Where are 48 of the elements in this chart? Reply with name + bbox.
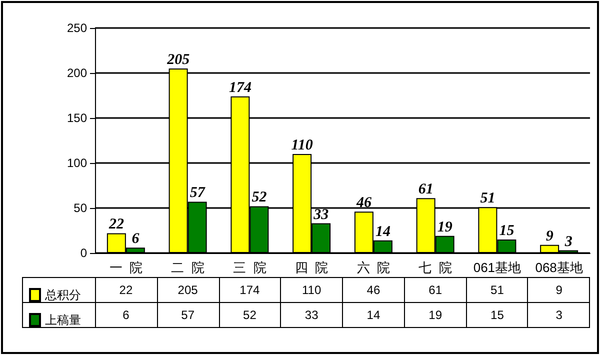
annotation: 61	[418, 182, 434, 198]
annotation: 110	[291, 138, 314, 154]
annotation: 14	[375, 224, 391, 240]
annotation: 15	[499, 223, 515, 239]
annotation: 205	[166, 52, 190, 68]
data-label: 15	[490, 308, 504, 322]
data-label: 9	[556, 283, 563, 297]
y-tick-label: 0	[80, 246, 88, 260]
data-label: 51	[490, 283, 504, 297]
data-label: 22	[119, 283, 133, 297]
annotation: 22	[108, 216, 124, 233]
x-tick-label: 068基地	[535, 260, 583, 275]
x-tick-label: 061基地	[473, 260, 522, 275]
data-label: 57	[181, 308, 195, 322]
x-tick-label: 三 院	[233, 260, 266, 275]
annotation: 52	[252, 190, 268, 206]
annotation: 6	[132, 231, 140, 248]
data-label: 110	[302, 283, 322, 297]
y-tick-label: 150	[66, 111, 88, 125]
legend-label: 总积分	[44, 288, 81, 302]
annotation: 51	[480, 190, 496, 207]
y-tick-label: 100	[66, 156, 88, 170]
annotation: 19	[437, 219, 453, 236]
y-tick-label: 50	[74, 201, 88, 215]
y-tick-label: 200	[66, 66, 88, 80]
data-label: 33	[304, 308, 319, 322]
data-label: 61	[428, 283, 442, 297]
data-label: 3	[556, 308, 563, 322]
x-tick-label: 四 院	[294, 260, 328, 275]
data-label: 46	[366, 283, 380, 297]
data-label: 6	[122, 308, 130, 322]
x-tick-label: 一 院	[109, 260, 143, 275]
data-label: 19	[428, 308, 442, 322]
data-label: 174	[240, 283, 260, 297]
legend-label: 上稿量	[45, 313, 81, 327]
y-tick-label: 250	[66, 21, 88, 35]
annotation: 9	[546, 228, 554, 244]
x-tick-label: 六 院	[356, 260, 390, 275]
data-label: 14	[366, 308, 380, 322]
data-label: 205	[178, 283, 198, 297]
annotation: 33	[312, 206, 330, 223]
annotation: 3	[564, 234, 573, 250]
x-tick-label: 二 院	[171, 260, 204, 275]
annotation: 57	[190, 185, 206, 202]
annotation: 46	[355, 195, 372, 212]
x-tick-label: 七 院	[418, 260, 452, 275]
annotation: 174	[228, 80, 252, 96]
data-label: 52	[243, 308, 257, 322]
